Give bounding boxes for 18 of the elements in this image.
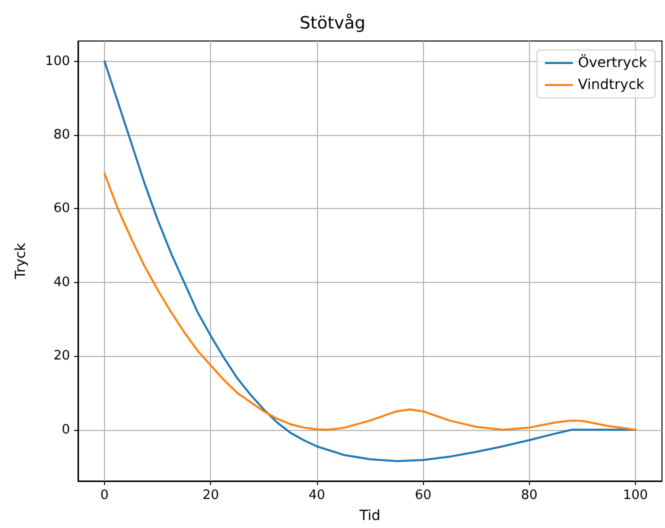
y-tick-label: 100 — [45, 54, 70, 69]
x-tick-label: 40 — [308, 488, 326, 503]
line-series — [104, 172, 636, 431]
x-tick-label: 0 — [100, 488, 109, 503]
legend-label: Övertryck — [578, 54, 648, 71]
y-tick-label: 60 — [53, 201, 70, 216]
y-tick-label: 80 — [53, 127, 70, 142]
x-tick-label: 80 — [521, 488, 538, 503]
chart-title: Stötvåg — [300, 14, 366, 34]
y-tick-label: 0 — [62, 422, 70, 438]
y-axis-title: Tryck — [13, 242, 29, 280]
y-tick-label: 40 — [53, 274, 70, 290]
y-tick-label: 20 — [53, 348, 70, 364]
x-tick-label: 100 — [623, 488, 648, 503]
legend-label: Vindtryck — [578, 77, 646, 93]
x-tick-label: 60 — [414, 488, 432, 503]
x-tick-label: 20 — [202, 488, 219, 503]
x-axis-title: Tid — [358, 508, 380, 524]
